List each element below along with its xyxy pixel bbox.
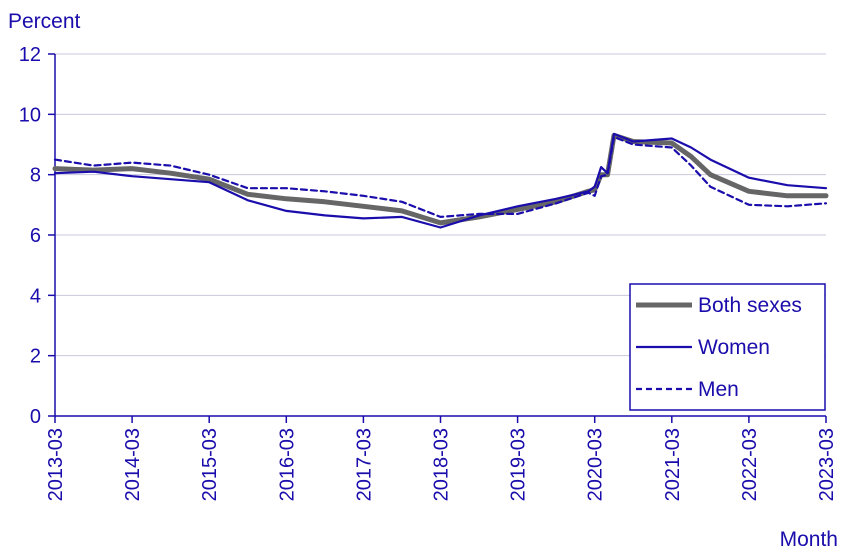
x-tick-label: 2014-03 (122, 428, 144, 501)
series-line-women (53, 132, 828, 229)
y-tick-label: 8 (30, 165, 41, 187)
y-axis-title: Percent (8, 10, 81, 33)
x-tick-label: 2019-03 (508, 428, 530, 501)
legend-label-both-sexes: Both sexes (698, 294, 802, 317)
y-tick-label: 4 (30, 285, 41, 307)
y-tick-label: 0 (30, 406, 41, 428)
y-axis-ticks: 0 2 4 6 8 10 12 (19, 44, 55, 428)
x-tick-label: 2023-03 (816, 428, 838, 501)
y-tick-label: 6 (30, 225, 41, 247)
series-line-men (53, 135, 828, 218)
legend: Both sexes Women Men (629, 283, 826, 411)
x-tick-label: 2020-03 (585, 428, 607, 501)
x-axis-ticks: 2013-03 2014-03 2015-03 2016-03 2017-03 2018-… (45, 416, 838, 501)
x-tick-label: 2018-03 (431, 428, 453, 501)
series-layer (52, 132, 829, 229)
legend-label-women: Women (698, 336, 770, 359)
legend-label-men: Men (698, 378, 739, 401)
x-axis-title: Month (780, 528, 838, 551)
y-tick-label: 10 (19, 104, 41, 126)
x-tick-label: 2017-03 (353, 428, 375, 501)
y-tick-label: 12 (19, 44, 41, 66)
y-tick-label: 2 (30, 346, 41, 368)
x-tick-label: 2016-03 (276, 428, 298, 501)
x-tick-label: 2022-03 (739, 428, 761, 501)
x-tick-label: 2013-03 (45, 428, 67, 501)
series-line-both-sexes (52, 132, 829, 226)
x-tick-label: 2021-03 (662, 428, 684, 501)
x-tick-label: 2015-03 (199, 428, 221, 501)
